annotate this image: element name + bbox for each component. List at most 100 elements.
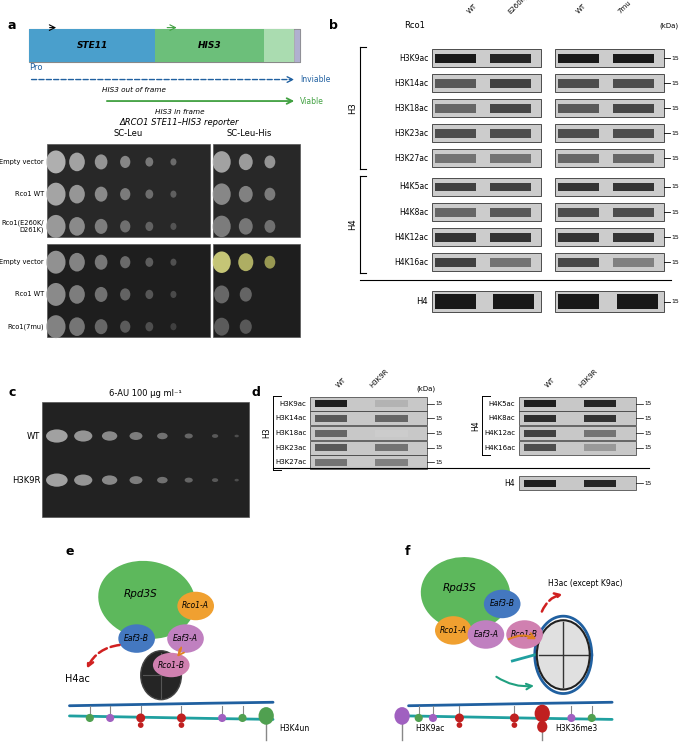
Text: Rpd3S: Rpd3S <box>443 583 476 593</box>
Bar <box>558 295 599 309</box>
Bar <box>375 459 408 466</box>
Circle shape <box>239 218 253 234</box>
Ellipse shape <box>506 621 543 648</box>
Ellipse shape <box>98 561 195 639</box>
Bar <box>584 430 616 437</box>
Bar <box>490 258 531 267</box>
Bar <box>613 258 654 267</box>
Circle shape <box>429 714 437 722</box>
Text: ΔRCO1 STE11–HIS3 reporter: ΔRCO1 STE11–HIS3 reporter <box>120 118 239 127</box>
Circle shape <box>145 290 153 299</box>
Bar <box>558 154 599 163</box>
Text: H3: H3 <box>348 103 358 114</box>
Circle shape <box>47 151 66 173</box>
Text: 15: 15 <box>671 210 679 215</box>
Bar <box>519 412 636 425</box>
Circle shape <box>212 434 219 438</box>
Text: WT: WT <box>27 431 40 440</box>
Text: 15: 15 <box>436 460 443 465</box>
Circle shape <box>457 722 462 728</box>
Text: Rco1(7mu): Rco1(7mu) <box>8 323 44 330</box>
Bar <box>490 129 531 138</box>
Ellipse shape <box>537 621 590 689</box>
Bar <box>613 78 654 87</box>
Bar <box>490 182 531 192</box>
Bar <box>432 149 541 167</box>
Text: Rco1-B: Rco1-B <box>158 661 185 670</box>
Bar <box>310 455 427 470</box>
Text: H3K18ac: H3K18ac <box>275 430 306 436</box>
Bar <box>555 149 664 167</box>
Bar <box>432 253 541 271</box>
Circle shape <box>145 258 153 267</box>
Bar <box>432 291 541 312</box>
Text: SC-Leu-His: SC-Leu-His <box>226 129 271 138</box>
Circle shape <box>74 474 92 486</box>
Text: 7mu: 7mu <box>616 0 632 15</box>
Bar <box>490 154 531 163</box>
Circle shape <box>258 707 274 725</box>
Bar <box>555 124 664 143</box>
Circle shape <box>395 707 410 725</box>
Circle shape <box>46 429 68 443</box>
Ellipse shape <box>435 616 472 645</box>
Text: H4K16ac: H4K16ac <box>394 258 428 267</box>
Circle shape <box>95 319 108 334</box>
Text: H3K27ac: H3K27ac <box>275 459 306 465</box>
Text: 15: 15 <box>671 156 679 161</box>
Bar <box>432 228 541 246</box>
Text: 15: 15 <box>645 401 652 406</box>
Circle shape <box>185 477 192 483</box>
Circle shape <box>47 315 66 338</box>
Circle shape <box>534 705 550 722</box>
Text: H3ac (except K9ac): H3ac (except K9ac) <box>548 579 623 588</box>
Bar <box>42 402 249 517</box>
Circle shape <box>47 182 66 206</box>
Text: 15: 15 <box>645 416 652 421</box>
Bar <box>375 444 408 451</box>
Bar <box>613 233 654 241</box>
Text: Pro: Pro <box>29 63 42 72</box>
Text: H4K5ac: H4K5ac <box>488 400 515 406</box>
Text: 15: 15 <box>436 446 443 450</box>
Bar <box>29 29 155 62</box>
Text: Empty vector: Empty vector <box>0 159 44 165</box>
Text: Eaf3-A: Eaf3-A <box>173 634 198 643</box>
Circle shape <box>588 714 596 722</box>
Circle shape <box>145 158 153 167</box>
Bar <box>613 54 654 63</box>
Text: Inviable: Inviable <box>300 75 330 84</box>
Bar <box>310 441 427 455</box>
Circle shape <box>47 283 66 306</box>
Bar <box>314 459 347 466</box>
Circle shape <box>238 253 253 271</box>
Text: 15: 15 <box>645 431 652 436</box>
Circle shape <box>157 477 168 483</box>
Ellipse shape <box>421 557 510 630</box>
Text: H3K23ac: H3K23ac <box>394 129 428 138</box>
Bar <box>435 54 476 63</box>
Bar <box>435 182 476 192</box>
Circle shape <box>95 219 108 234</box>
Text: HIS3 in frame: HIS3 in frame <box>155 109 204 115</box>
Text: H3K9R: H3K9R <box>12 476 40 485</box>
Circle shape <box>120 188 130 201</box>
Text: Viable: Viable <box>300 97 324 106</box>
Text: H3K9ac: H3K9ac <box>399 54 428 63</box>
Text: H4K5ac: H4K5ac <box>399 182 428 192</box>
Text: HIS3: HIS3 <box>198 41 221 50</box>
Bar <box>558 104 599 112</box>
Bar <box>519 441 636 455</box>
Bar <box>490 207 531 216</box>
Text: 15: 15 <box>645 446 652 450</box>
Circle shape <box>106 714 114 722</box>
Circle shape <box>102 476 117 485</box>
Bar <box>310 426 427 440</box>
Circle shape <box>537 721 547 733</box>
Circle shape <box>102 431 117 440</box>
Circle shape <box>86 714 94 722</box>
Circle shape <box>264 220 275 233</box>
Text: H4K12ac: H4K12ac <box>484 430 515 436</box>
Text: Rco1-A: Rco1-A <box>182 602 209 611</box>
Circle shape <box>171 191 177 198</box>
